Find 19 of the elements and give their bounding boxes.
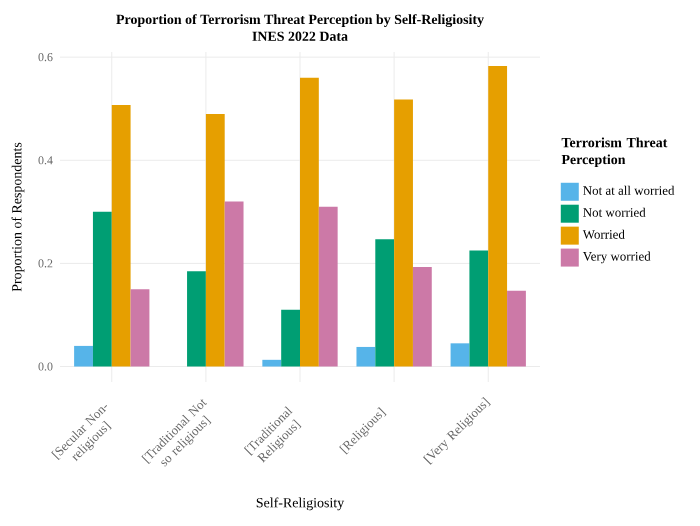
bar [74, 345, 93, 367]
bar [450, 343, 470, 367]
bar [130, 289, 150, 367]
bar [488, 65, 508, 367]
bar [469, 250, 489, 367]
bar [224, 201, 244, 367]
bar [356, 346, 376, 367]
bar [318, 206, 338, 367]
bar [394, 99, 413, 367]
bar [187, 271, 206, 367]
bar [205, 113, 225, 367]
bar [92, 211, 112, 367]
bar [507, 290, 526, 367]
bar [375, 239, 395, 367]
bar [111, 105, 131, 367]
bar [262, 359, 282, 367]
bar [412, 267, 432, 367]
bar [300, 77, 319, 367]
bar [281, 309, 300, 367]
